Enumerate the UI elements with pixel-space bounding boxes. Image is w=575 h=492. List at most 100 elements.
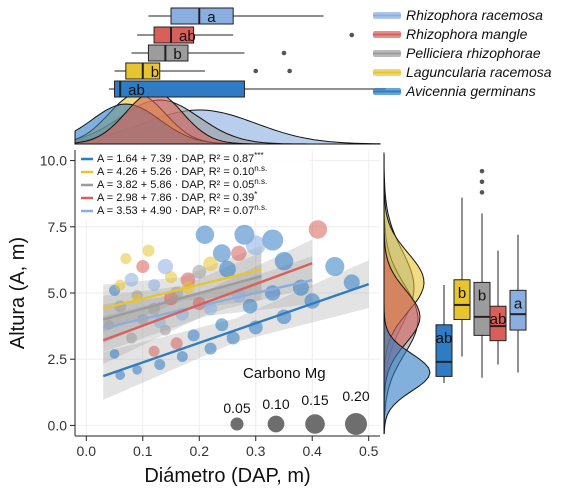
regression-line-3 <box>102 268 262 310</box>
data-point-43 <box>109 349 120 359</box>
size-legend-label-2: 0.15 <box>301 392 328 408</box>
data-point-40 <box>154 359 166 370</box>
equation-label-1: A = 2.98 + 7.86 · DAP, R² = 0.39* <box>97 190 257 204</box>
box-right-letter-1: ab <box>490 311 507 328</box>
data-point-41 <box>132 364 142 375</box>
data-point-10 <box>148 279 161 292</box>
x-tick-label-2: 0.2 <box>190 443 210 459</box>
box-top-outlier-0 <box>281 50 287 56</box>
data-point-7 <box>157 258 174 275</box>
data-point-54 <box>148 345 160 357</box>
equation-text-4: A = 1.64 + 7.39 · DAP, R² = 0.87 <box>97 153 254 165</box>
equation-significance-2: n.s. <box>254 177 267 186</box>
data-point-15 <box>231 245 247 261</box>
regression-line-4 <box>102 282 370 378</box>
equation-significance-4: *** <box>254 151 263 160</box>
box-right-0 <box>509 289 527 331</box>
density-top-4 <box>74 91 380 145</box>
regression-line-0 <box>102 278 313 330</box>
equation-significance-1: * <box>254 190 257 199</box>
size-legend-label-1: 0.10 <box>262 396 289 412</box>
axes: 0.0 0.1 0.2 0.3 0.4 0.5 0.0 2.5 5.0 7.5 10.0 <box>40 150 380 459</box>
x-tick-label-3: 0.3 <box>246 443 266 459</box>
data-point-46 <box>242 298 258 314</box>
data-point-28 <box>164 271 178 284</box>
y-tick-label-2: 5.0 <box>48 285 68 301</box>
data-point-38 <box>204 342 217 355</box>
box-top-letter-3: b <box>151 64 159 81</box>
box-right-outlier-2-0 <box>479 190 485 195</box>
regression-line-1 <box>102 262 313 342</box>
size-legend-circle-0 <box>230 417 244 431</box>
data-point-32 <box>203 256 218 272</box>
data-point-55 <box>170 337 183 350</box>
box-top-2 <box>147 44 189 62</box>
regression-line-2 <box>102 274 262 321</box>
box-right-3 <box>453 279 471 320</box>
box-right-outlier-2-2 <box>479 168 485 174</box>
box-top-letter-1: ab <box>179 28 196 45</box>
size-legend-circle-1 <box>267 415 285 433</box>
equation-text-3: A = 4.26 + 5.26 · DAP, R² = 0.10 <box>97 166 254 178</box>
legend-label-0: Rhizophora racemosa <box>406 7 543 23</box>
legend-label-1: Rhizophora mangle <box>406 26 528 42</box>
box-right-2 <box>473 281 491 336</box>
data-point-22 <box>192 264 207 279</box>
box-right-letter-0: a <box>514 295 523 312</box>
box-top-letter-0: a <box>207 9 216 26</box>
size-legend-circle-2 <box>305 414 325 434</box>
y-tick-label-1: 2.5 <box>48 351 68 367</box>
legend-label-4: Avicennia germinans <box>405 83 536 99</box>
data-point-6 <box>325 256 345 277</box>
box-top-0 <box>170 7 234 25</box>
data-point-3 <box>245 235 266 256</box>
box-right-4 <box>435 324 453 377</box>
y-axis-title: Altura (A, m) <box>7 237 29 349</box>
equation-significance-0: n.s. <box>254 203 267 212</box>
box-right-letter-3: b <box>458 285 466 302</box>
x-tick-label-4: 0.4 <box>302 443 322 459</box>
regression-lines <box>102 262 370 378</box>
box-top-outlier-1 <box>253 68 259 74</box>
equation-text-0: A = 3.53 + 4.90 · DAP, R² = 0.07 <box>97 205 254 217</box>
data-point-45 <box>215 318 229 332</box>
y-tick-label-3: 7.5 <box>48 219 68 235</box>
equation-label-0: A = 3.53 + 4.90 · DAP, R² = 0.07n.s. <box>97 203 267 217</box>
box-right-outlier-2-1 <box>479 179 485 185</box>
box-top-letter-2: b <box>173 46 181 63</box>
equation-significance-3: n.s. <box>254 164 267 173</box>
data-point-8 <box>219 260 236 278</box>
data-point-14 <box>308 220 328 239</box>
box-right-letter-2: b <box>478 287 486 304</box>
data-point-42 <box>115 370 126 380</box>
data-point-37 <box>226 331 240 345</box>
size-legend: Carbono Mg 0.05 0.10 0.15 0.20 <box>223 365 370 435</box>
equation-legend: A = 1.64 + 7.39 · DAP, R² = 0.87***A = 4… <box>77 151 309 220</box>
box-top-outlier-2 <box>287 68 292 74</box>
equation-legend-bg <box>77 152 309 220</box>
x-tick-label-5: 0.5 <box>359 443 379 459</box>
density-right <box>383 152 431 435</box>
data-point-44 <box>187 329 200 342</box>
equation-label-2: A = 3.82 + 5.86 · DAP, R² = 0.05n.s. <box>97 177 267 191</box>
y-tick-label-0: 0.0 <box>48 417 68 433</box>
equation-text-1: A = 2.98 + 7.86 · DAP, R² = 0.39 <box>97 192 254 204</box>
data-point-30 <box>114 279 126 291</box>
box-top-4 <box>114 80 245 98</box>
size-legend-label-0: 0.05 <box>223 400 250 416</box>
x-tick-label-0: 0.0 <box>77 443 97 459</box>
data-point-0 <box>262 229 284 251</box>
equation-label-3: A = 4.26 + 5.26 · DAP, R² = 0.10n.s. <box>97 164 267 178</box>
box-right-letter-4: ab <box>436 330 453 347</box>
density-right-4 <box>383 152 431 435</box>
data-point-27 <box>142 244 155 257</box>
data-point-5 <box>274 251 294 271</box>
data-point-4 <box>212 244 231 263</box>
density-top <box>74 91 381 145</box>
box-top-outlier-3 <box>349 32 355 38</box>
data-point-39 <box>176 351 188 363</box>
size-legend-title: Carbono Mg <box>243 365 326 382</box>
